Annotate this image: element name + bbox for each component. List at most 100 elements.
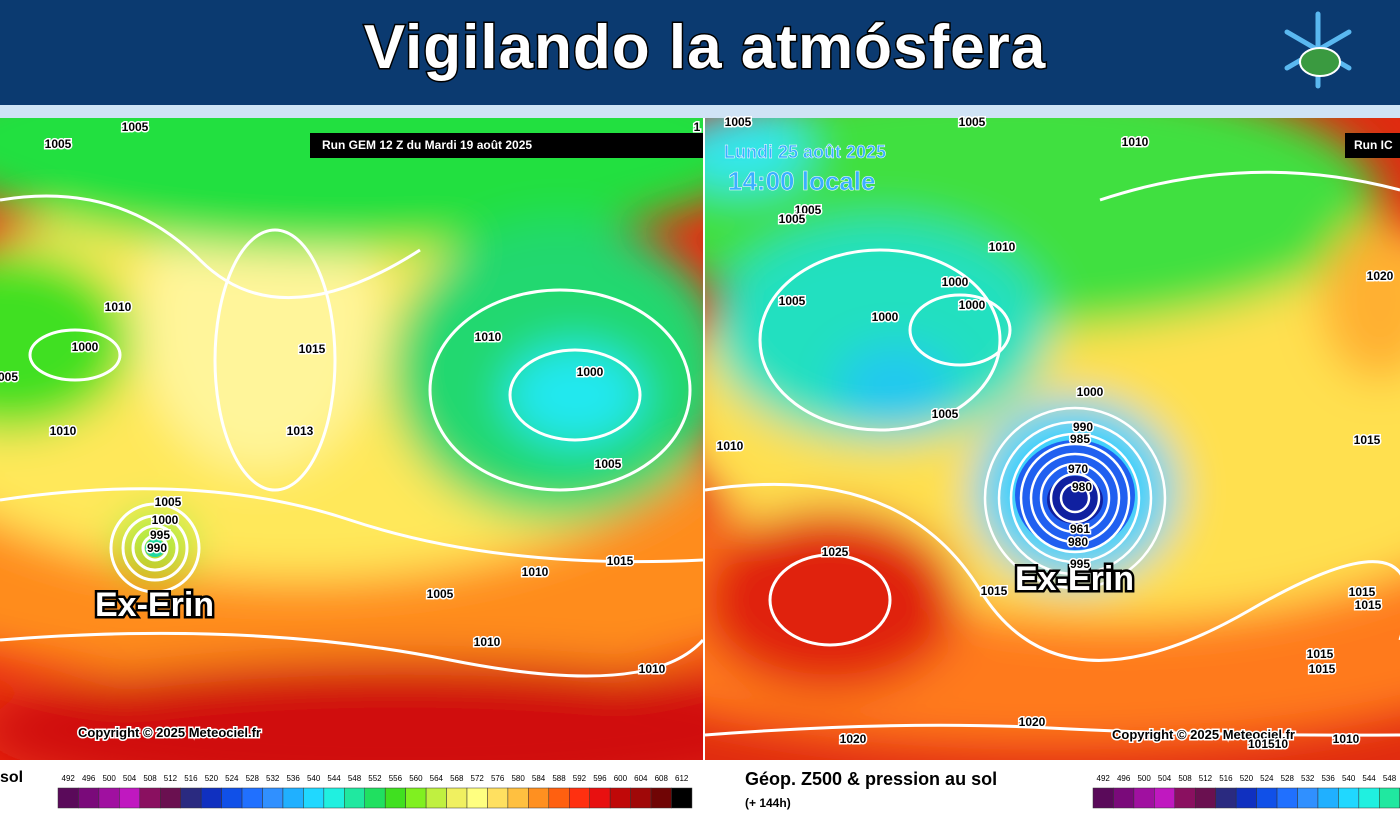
scale-swatch	[1113, 787, 1135, 809]
scale-swatch	[1195, 787, 1216, 809]
isobar-label: 1020	[840, 732, 867, 746]
isobar-label: 1010	[989, 240, 1016, 254]
isobar-label: 990	[147, 541, 167, 555]
scale-swatch	[1358, 787, 1380, 809]
scale-label: 520	[1240, 774, 1254, 783]
isobar-label: 980	[1072, 480, 1092, 494]
isobar-label: 1015	[1309, 662, 1336, 676]
isobar-label: 995	[1070, 557, 1090, 571]
isobar-label: 1015	[1355, 598, 1382, 612]
scale-swatch	[671, 787, 693, 809]
scale-swatch	[630, 787, 652, 809]
scale-swatch	[487, 787, 509, 809]
scale-swatch	[241, 787, 263, 809]
isobar-label: 1025	[822, 545, 849, 559]
scale-label: 532	[266, 774, 280, 783]
isobar-label: 1015	[299, 342, 326, 356]
scale-label: 568	[450, 774, 464, 783]
scale-label: 560	[409, 774, 423, 783]
scale-label: 544	[327, 774, 341, 783]
scale-label: 512	[1199, 774, 1213, 783]
scale-swatch	[466, 787, 488, 809]
isobar-label: 1010	[50, 424, 77, 438]
scale-label: 504	[1158, 774, 1172, 783]
scale-label: 604	[634, 774, 648, 783]
run-label-box	[1345, 133, 1400, 158]
scale-label: 520	[205, 774, 219, 783]
scale-swatch	[160, 787, 181, 809]
scale-label: 588	[552, 774, 566, 783]
isobar-label: 1010	[717, 439, 744, 453]
scale-label: 548	[348, 774, 362, 783]
scale-label: 596	[593, 774, 607, 783]
scale-swatch	[1297, 787, 1319, 809]
scale-label: 556	[389, 774, 403, 783]
scale-swatch	[1256, 787, 1278, 809]
isobar-label: 1005	[779, 294, 806, 308]
scale-label: 540	[1342, 774, 1356, 783]
isobar-label: 1010	[522, 565, 549, 579]
isobar-label: 1000	[959, 298, 986, 312]
isobar-label: 1015	[1349, 585, 1376, 599]
scale-label: 512	[164, 774, 178, 783]
isobar-label: 961	[1070, 522, 1090, 536]
scale-label: 492	[62, 774, 76, 783]
copyright: Copyright © 2025 Meteociel.fr	[78, 725, 261, 740]
scale-swatch	[57, 787, 79, 809]
date: Lundi 25 août 2025	[724, 142, 886, 162]
isobar-label: 1005	[779, 212, 806, 226]
scale-swatch	[1276, 787, 1298, 809]
scale-swatch	[262, 787, 284, 809]
copyright: Copyright © 2025 Meteociel.fr	[1112, 727, 1295, 742]
scale-swatch	[1338, 787, 1360, 809]
scale-label: 516	[184, 774, 198, 783]
scale-swatch	[282, 787, 304, 809]
scale-swatch	[221, 787, 243, 809]
isobar-label: 1005	[122, 120, 149, 134]
scale-label: 580	[511, 774, 525, 783]
scale-label: 608	[655, 774, 669, 783]
scale-swatch	[589, 787, 611, 809]
scale-label: 528	[1281, 774, 1295, 783]
scale-label: 508	[1178, 774, 1192, 783]
scale-label: 536	[1321, 774, 1335, 783]
caption: Géop. Z500 & pression au sol	[745, 769, 997, 789]
scale-label: 504	[123, 774, 137, 783]
scale-swatch	[405, 787, 427, 809]
scale-swatch	[200, 787, 222, 809]
run-label-box	[310, 133, 703, 158]
storm-label: Ex-Erin	[95, 586, 214, 624]
scale-label: 540	[307, 774, 321, 783]
isobar-label: 980	[1068, 535, 1088, 549]
scale-swatch	[1215, 787, 1237, 809]
isobar-label: 1000	[942, 275, 969, 289]
subcaption: (+ 144h)	[745, 796, 791, 810]
scale-label: 528	[246, 774, 260, 783]
scale-swatch	[609, 787, 631, 809]
scale-swatch	[650, 787, 672, 809]
isobar-label: 1010	[475, 330, 502, 344]
scale-swatch	[507, 787, 529, 809]
isobar-label: 1020	[1019, 715, 1046, 729]
scale-label: 536	[286, 774, 300, 783]
isobar-label: 1010	[474, 635, 501, 649]
isobar-label: 995	[150, 528, 170, 542]
isobar-label: 1005	[155, 495, 182, 509]
isobar-label: 101510	[1248, 737, 1288, 751]
scale-swatch	[1174, 787, 1196, 809]
scale-swatch	[528, 787, 550, 809]
scale-swatch	[1379, 787, 1400, 809]
scale-swatch	[569, 787, 590, 809]
scale-swatch	[344, 787, 365, 809]
isobar-label: 1015	[607, 554, 634, 568]
isobar-label: 1005	[595, 457, 622, 471]
isobar-label: 985	[1070, 432, 1090, 446]
caption: sol	[0, 769, 23, 786]
scale-swatch	[180, 787, 202, 809]
scale-label: 524	[225, 774, 239, 783]
isobar-label: 1000	[872, 310, 899, 324]
time: 14:00 locale	[728, 166, 875, 196]
scale-swatch	[1133, 787, 1155, 809]
isobar-label: 1000	[152, 513, 179, 527]
